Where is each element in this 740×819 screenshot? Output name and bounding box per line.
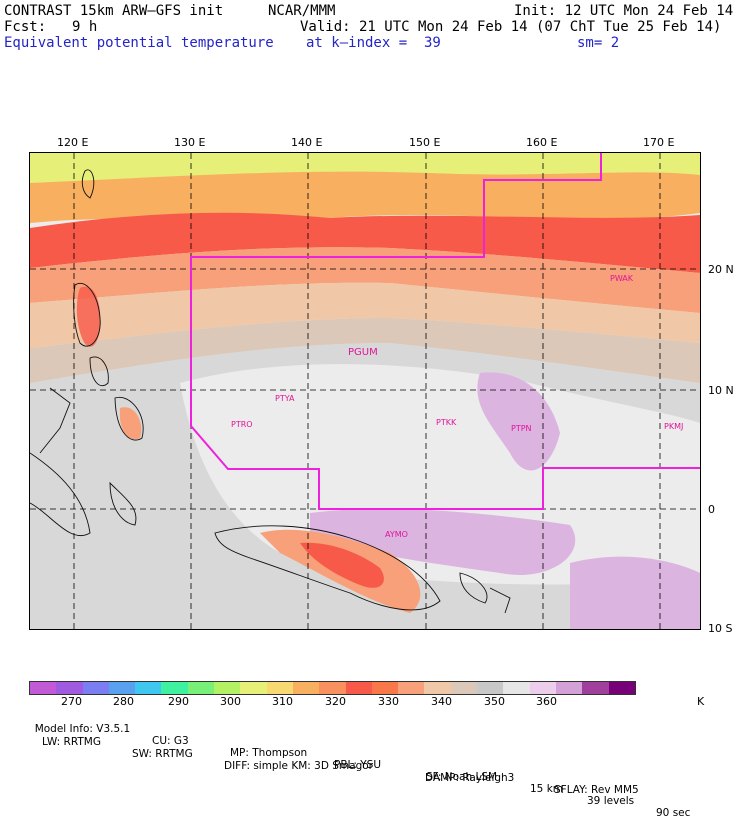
colorbar-label: 300 <box>220 695 241 708</box>
colorbar-swatch <box>319 682 346 694</box>
colorbar-swatch <box>56 682 83 694</box>
lon-label: 130 E <box>174 136 206 149</box>
colorbar-label: 320 <box>325 695 346 708</box>
mindanao-land <box>119 407 142 440</box>
colorbar-swatch <box>240 682 267 694</box>
station-label: PKMJ <box>664 422 683 431</box>
colorbar-swatch <box>135 682 162 694</box>
footer-item: 39 levels <box>587 795 635 807</box>
footer-item: 90 sec <box>656 807 691 819</box>
colorbar-swatch <box>555 682 583 694</box>
footer-item: CU: G3 <box>152 735 189 747</box>
lat-label: 20 N <box>708 263 734 276</box>
colorbar-swatch <box>266 682 293 694</box>
field-band-highland-core <box>300 542 384 588</box>
field-band-330 <box>30 212 700 273</box>
colorbar-label: 310 <box>272 695 293 708</box>
lat-label: 10 S <box>708 622 733 635</box>
colorbar-swatch <box>82 682 109 694</box>
lon-label: 150 E <box>409 136 441 149</box>
colorbar-label: 290 <box>168 695 189 708</box>
colorbar-label: 350 <box>484 695 505 708</box>
colorbar-label: 280 <box>113 695 134 708</box>
lon-label: 170 E <box>643 136 675 149</box>
colorbar-swatch <box>503 682 530 694</box>
footer-item: DAMP: Rayleigh3 <box>425 772 515 784</box>
field-patch-365-se <box>570 556 700 629</box>
colorbar-label: 340 <box>431 695 452 708</box>
footer-item: Model Info: V3.5.1 <box>34 723 131 735</box>
station-label: PTKK <box>436 418 457 427</box>
map-panel: PWAK PGUM PTYA PTRO PTKK PTPN PKMJ AYMO <box>29 152 701 630</box>
footer-item: LW: RRTMG <box>42 736 101 748</box>
colorbar-swatch <box>450 682 478 694</box>
lon-label: 120 E <box>57 136 89 149</box>
forecast-label: Fcst: <box>4 19 47 35</box>
valid-time: Valid: 21 UTC Mon 24 Feb 14 (07 ChT Tue … <box>300 19 722 35</box>
station-label: PWAK <box>610 274 634 283</box>
init-time: Init: 12 UTC Mon 24 Feb 14 <box>514 3 734 19</box>
colorbar-swatch <box>187 682 215 694</box>
colorbar-swatch <box>292 682 320 694</box>
lon-label: 140 E <box>291 136 323 149</box>
colorbar-swatch <box>582 682 609 694</box>
nest-domain-boundary <box>190 153 700 510</box>
lon-label: 160 E <box>526 136 558 149</box>
smoothing-info: sm= 2 <box>577 35 620 51</box>
station-label: PTPN <box>511 424 532 433</box>
level-info: at k–index = 39 <box>306 35 441 51</box>
colorbar <box>29 681 636 695</box>
colorbar-swatch <box>371 682 399 694</box>
colorbar-swatch <box>529 682 556 694</box>
forecast-hour: 9 h <box>72 19 98 35</box>
colorbar-swatch <box>608 682 635 694</box>
lat-label: 0 <box>708 503 715 516</box>
colorbar-swatch <box>398 682 425 694</box>
luzon-land <box>76 286 101 347</box>
field-patch-365 <box>477 372 560 471</box>
field-band-345 <box>30 282 700 348</box>
colorbar-swatch <box>477 682 504 694</box>
theta-e-map: PWAK PGUM PTYA PTRO PTKK PTPN PKMJ AYMO <box>30 153 700 629</box>
colorbar-label: 360 <box>536 695 557 708</box>
station-label: AYMO <box>385 530 408 539</box>
colorbar-swatch <box>214 682 241 694</box>
colorbar-label: 330 <box>378 695 399 708</box>
footer-item: MP: Thompson <box>230 747 308 759</box>
colorbar-swatch <box>424 682 451 694</box>
colorbar-unit: K <box>697 695 705 708</box>
footer-item: DIFF: simple KM: 3D Smagor <box>224 760 373 772</box>
colorbar-swatch <box>30 682 57 694</box>
colorbar-swatch <box>161 682 188 694</box>
field-band-340 <box>30 247 700 313</box>
footer-item: SW: RRTMG <box>132 748 193 760</box>
model-info-line1: Model Info: V3.5.1 CU: G3 MP: Thompson P… <box>28 711 691 819</box>
station-label: PTRO <box>231 420 253 429</box>
field-band-350 <box>30 318 700 383</box>
footer-item: SFLAY: Rev MM5 <box>554 784 639 796</box>
model-title: CONTRAST 15km ARW–GFS init <box>4 3 224 19</box>
org-label: NCAR/MMM <box>268 3 336 19</box>
model-info-line2: LW: RRTMG SW: RRTMG DIFF: simple KM: 3D … <box>28 724 639 796</box>
station-label: PGUM <box>348 347 378 358</box>
colorbar-swatch <box>108 682 136 694</box>
colorbar-swatch <box>345 682 372 694</box>
lat-label: 10 N <box>708 384 734 397</box>
colorbar-label: 270 <box>61 695 82 708</box>
station-label: PTYA <box>275 394 295 403</box>
field-name: Equivalent potential temperature <box>4 35 274 51</box>
field-patch-365-south <box>310 508 576 575</box>
field-band-320 <box>30 171 700 223</box>
